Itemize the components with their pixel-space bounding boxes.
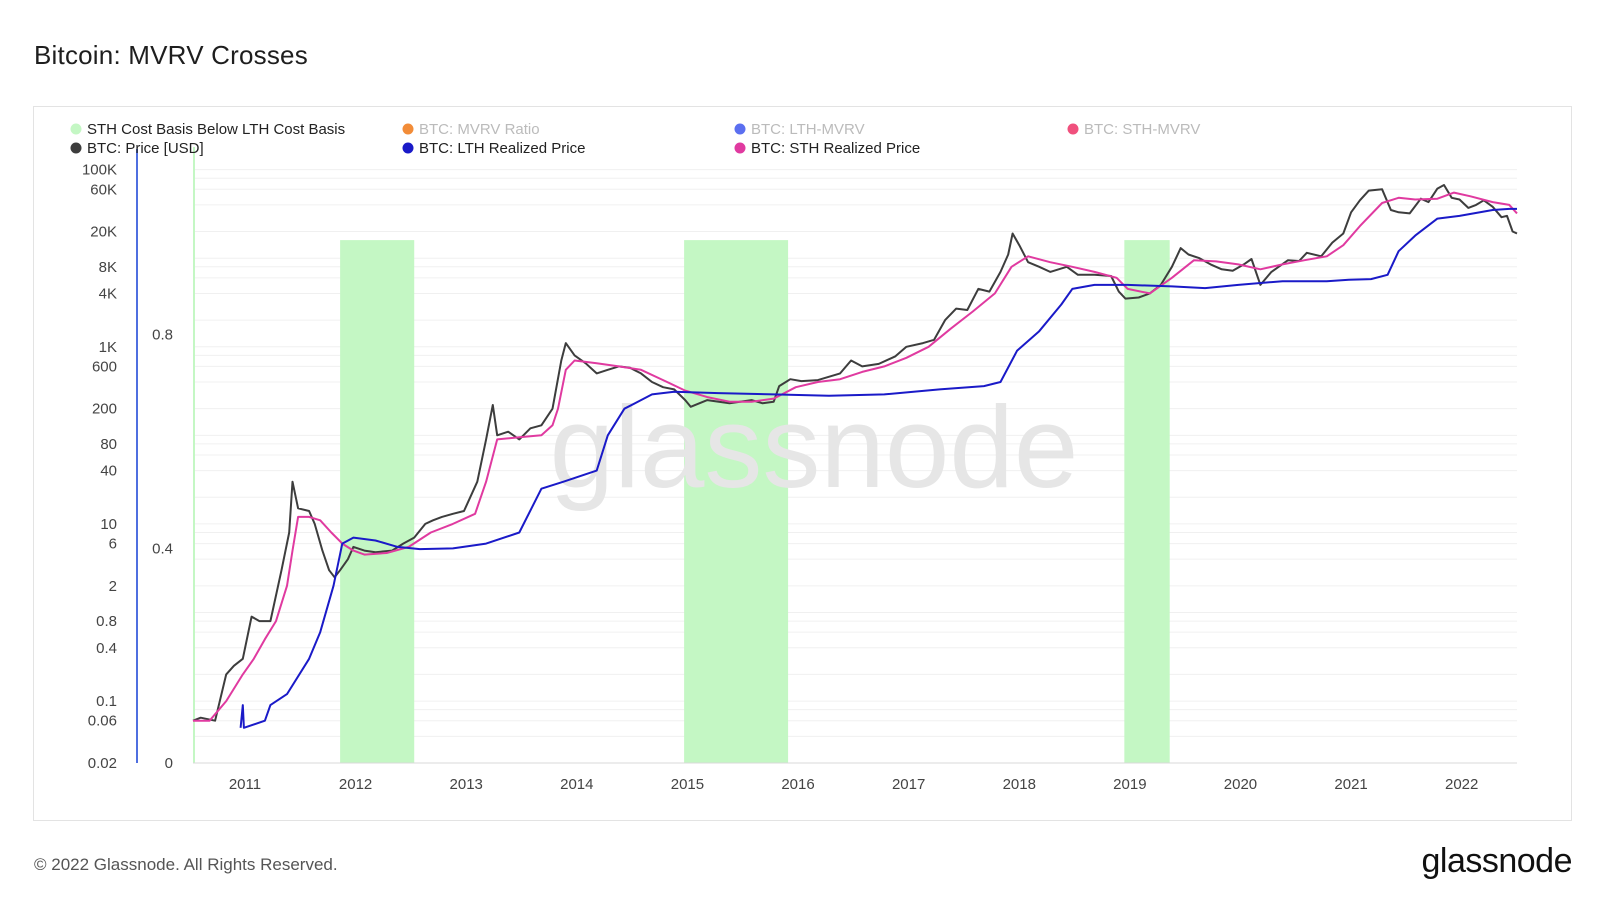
y-left-tick-label: 0.02	[88, 755, 117, 772]
y-left-tick-label: 20K	[90, 224, 117, 241]
y-left-tick-label: 10	[100, 516, 117, 533]
chart-panel: glassnode 100K 60K 20K 8K 4K 1K 600 200 80 40 10 6 2…	[33, 106, 1572, 821]
y-left-tick-label: 600	[92, 358, 117, 375]
legend-label: BTC: LTH-MVRV	[751, 121, 865, 138]
y-right-tick-label: 0.4	[152, 541, 173, 558]
x-tick-label: 2021	[1334, 776, 1367, 793]
shaded-period-2	[684, 240, 789, 764]
x-tick-label: 2015	[671, 776, 704, 793]
series-line-lth-realized-price	[239, 207, 1517, 729]
y-right-tick-label: 0	[165, 755, 173, 772]
legend-swatch	[70, 142, 82, 154]
y-left-tick-label: 80	[100, 436, 117, 453]
legend-swatch	[734, 142, 746, 154]
legend-item: STH Cost Basis Below LTH Cost Basis	[70, 121, 345, 138]
x-tick-label: 2017	[892, 776, 925, 793]
y-left-tick-label: 0.1	[96, 693, 117, 710]
legend-swatch	[1067, 123, 1079, 135]
legend-label: BTC: Price [USD]	[87, 140, 204, 157]
legend-item: BTC: STH-MVRV	[1067, 121, 1200, 138]
y-left-tick-label: 0.4	[96, 640, 117, 657]
x-tick-label: 2014	[560, 776, 593, 793]
x-tick-label: 2016	[781, 776, 814, 793]
series-lines	[192, 184, 1518, 729]
shaded-periods	[193, 147, 1170, 764]
y-left-tick-label: 2	[109, 578, 117, 595]
legend-label: BTC: LTH Realized Price	[419, 140, 585, 157]
x-tick-label: 2012	[339, 776, 372, 793]
legend-label: BTC: MVRV Ratio	[419, 121, 540, 138]
shaded-period-3	[1124, 240, 1170, 764]
y-right-tick-label: 0.8	[152, 326, 173, 343]
y-left-tick-label: 0.8	[96, 613, 117, 630]
legend-label: BTC: STH-MVRV	[1084, 121, 1200, 138]
legend-item: BTC: LTH Realized Price	[402, 140, 585, 157]
y-left-tick-label: 0.06	[88, 713, 117, 730]
x-tick-label: 2020	[1224, 776, 1257, 793]
page-title: Bitcoin: MVRV Crosses	[34, 40, 308, 70]
x-tick-label: 2022	[1445, 776, 1478, 793]
legend-label: STH Cost Basis Below LTH Cost Basis	[87, 121, 345, 138]
y-left-tick-label: 200	[92, 401, 117, 418]
legend-item: BTC: STH Realized Price	[734, 140, 920, 157]
x-tick-label: 2018	[1003, 776, 1036, 793]
legend-item: BTC: MVRV Ratio	[402, 121, 540, 138]
y-left-tick-label: 1K	[99, 339, 117, 356]
legend-swatch	[402, 123, 414, 135]
y-left-tick-label: 40	[100, 463, 117, 480]
y-left-tick-label: 8K	[99, 259, 117, 276]
legend-swatch	[70, 123, 82, 135]
x-tick-label: 2019	[1113, 776, 1146, 793]
axes: 100K 60K 20K 8K 4K 1K 600 200 80 40 10 6 2 0.8 0.4 0.1 0…	[82, 149, 1517, 793]
y-left-tick-label: 6	[109, 536, 117, 553]
x-tick-label: 2011	[229, 776, 261, 793]
legend-item: BTC: Price [USD]	[70, 140, 204, 157]
legend-swatch	[734, 123, 746, 135]
y-left-tick-label: 60K	[90, 181, 117, 198]
y-left-tick-label: 100K	[82, 162, 117, 179]
copyright-footer: © 2022 Glassnode. All Rights Reserved.	[34, 855, 338, 874]
legend-swatch	[402, 142, 414, 154]
y-left-tick-label: 4K	[99, 285, 117, 302]
series-line-sth-realized-price	[193, 191, 1518, 722]
series-line-price-usd	[192, 184, 1518, 722]
watermark: glassnode	[550, 382, 1079, 512]
shaded-period-1	[340, 240, 415, 764]
legend: STH Cost Basis Below LTH Cost Basis BTC: …	[70, 121, 1200, 157]
legend-label: BTC: STH Realized Price	[751, 140, 920, 157]
mvrv-chart: glassnode 100K 60K 20K 8K 4K 1K 600 200 80 40 10 6 2…	[70, 121, 1518, 793]
x-tick-label: 2013	[450, 776, 483, 793]
legend-item: BTC: LTH-MVRV	[734, 121, 865, 138]
glassnode-logo[interactable]: glassnode	[1421, 842, 1572, 880]
